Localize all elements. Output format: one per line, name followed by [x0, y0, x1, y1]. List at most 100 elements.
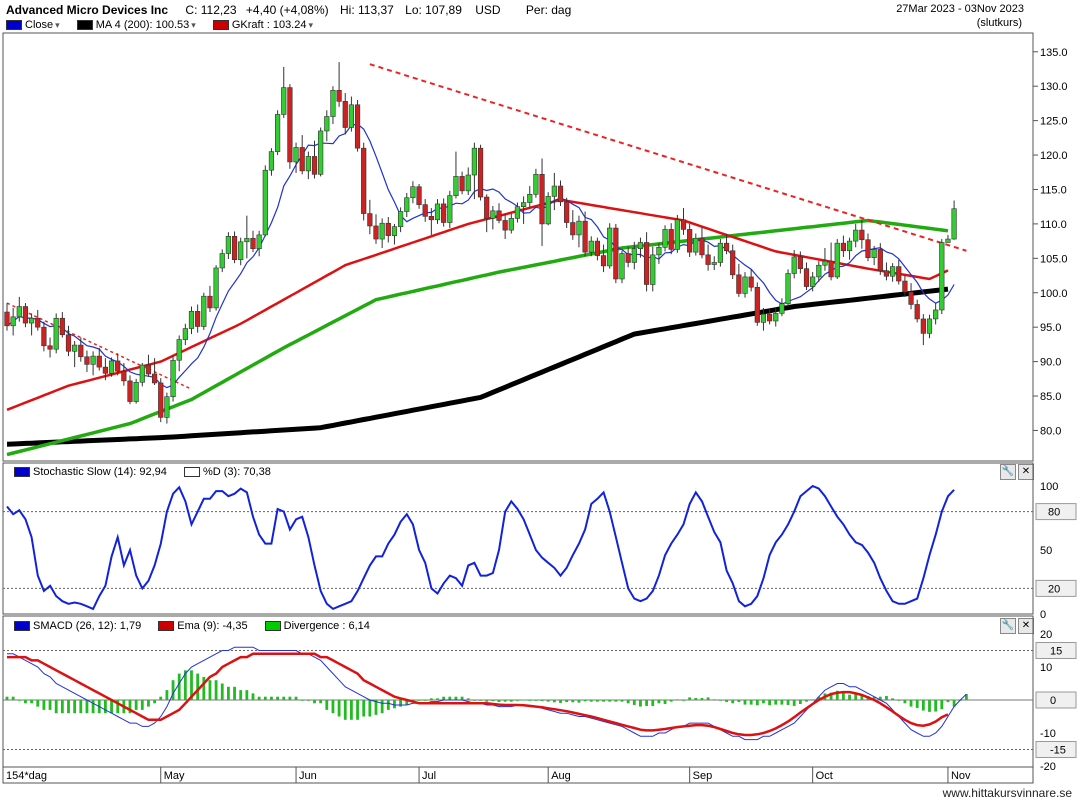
divergence-bar: [854, 693, 858, 700]
divergence-bar: [343, 700, 347, 720]
candle-body: [133, 381, 139, 402]
divergence-bar: [313, 700, 316, 704]
candle-body: [705, 254, 711, 265]
chevron-down-icon[interactable]: ▾: [191, 20, 196, 30]
divergence-bar: [835, 690, 839, 700]
candle-body: [717, 242, 723, 263]
divergence-bar: [276, 696, 279, 700]
divergence-bar: [460, 696, 464, 700]
wrench-icon[interactable]: 🔧: [1000, 464, 1016, 480]
price-tick-label: 85.0: [1040, 391, 1061, 403]
candle-body: [859, 229, 865, 241]
candle-body: [680, 219, 687, 230]
candle-body: [896, 266, 902, 282]
divergence-bar: [134, 700, 138, 710]
divergence-bar: [571, 700, 575, 703]
divergence-bar: [546, 700, 550, 702]
candle-body: [803, 268, 810, 287]
divergence-bar: [159, 696, 163, 700]
candle-body: [699, 238, 705, 256]
legend-ema: Ema (9): -4,35: [158, 620, 248, 632]
candle-body: [471, 147, 478, 176]
macd-level-box: [1035, 642, 1077, 659]
price-tick-label: 95.0: [1040, 322, 1061, 334]
candle-body: [490, 210, 496, 219]
candle-body: [354, 104, 361, 149]
wrench-icon[interactable]: 🔧: [1000, 618, 1016, 634]
divergence-bar: [522, 699, 525, 701]
candle-body: [96, 355, 102, 368]
divergence-bar: [337, 700, 341, 717]
divergence-bar: [639, 700, 642, 707]
divergence-bar: [688, 697, 692, 700]
divergence-bar: [54, 700, 58, 714]
divergence-bar: [706, 697, 710, 700]
divergence-bar: [24, 700, 27, 704]
stoch-panel: [2, 462, 1034, 615]
divergence-bar: [897, 700, 901, 701]
candle-body: [361, 147, 367, 214]
candle-body: [348, 104, 355, 128]
divergence-bar: [762, 700, 765, 704]
macd-level-value: -15: [1050, 745, 1066, 757]
legend-gkraft[interactable]: GKraft : 103.24 ▾: [212, 19, 314, 31]
candle-body: [742, 276, 748, 294]
candle-body: [225, 235, 232, 254]
currency: USD: [475, 3, 501, 17]
candle-body: [600, 255, 607, 267]
candle-body: [78, 344, 84, 358]
divergence-bar: [780, 700, 784, 705]
stoch-level-value: 20: [1048, 583, 1060, 595]
company-name: Advanced Micro Devices Inc: [6, 3, 169, 17]
legend-close[interactable]: Close ▾: [6, 19, 60, 31]
candle-body: [434, 203, 441, 221]
candle-body: [557, 185, 564, 203]
trendline-early: [6, 302, 192, 390]
divergence-bar: [190, 670, 193, 700]
divergence-bar: [104, 700, 107, 714]
price-panel: [2, 32, 1034, 462]
candle-body: [108, 360, 115, 374]
candle-body: [920, 318, 926, 334]
divergence-bar: [675, 699, 679, 701]
macd-tick-label: -10: [1040, 728, 1056, 740]
price-tick-label: 135.0: [1040, 47, 1068, 59]
divergence-bar: [245, 690, 249, 700]
chevron-down-icon[interactable]: ▾: [308, 20, 314, 30]
divergence-bar: [589, 700, 593, 702]
candle-body: [59, 317, 65, 336]
divergence-bar: [872, 696, 876, 700]
candle-body: [28, 317, 35, 324]
divergence-bar: [669, 700, 673, 702]
candle-body: [662, 229, 668, 248]
month-label: Oct: [816, 770, 833, 782]
candle-body: [115, 360, 121, 372]
candle-body: [4, 311, 10, 327]
legend-ma[interactable]: MA 4 (200): 100.53 ▾: [76, 19, 196, 31]
divergence-bar: [79, 700, 83, 714]
divergence-bar: [583, 700, 587, 702]
divergence-bar: [399, 700, 402, 707]
ma-red-line: [6, 198, 949, 411]
candle-body: [785, 273, 791, 305]
divergence-bar: [36, 700, 40, 707]
candle-body: [625, 253, 631, 263]
divergence-bar: [60, 700, 64, 714]
trendline-down: [369, 63, 967, 252]
divergence-bar: [719, 700, 722, 701]
divergence-bar: [516, 700, 519, 701]
legend-close-swatch: [6, 20, 22, 31]
divergence-bar: [565, 700, 569, 702]
divergence-bar: [503, 700, 507, 702]
divergence-bar: [208, 680, 212, 700]
candle-body: [152, 373, 158, 384]
candle-body: [871, 249, 877, 258]
divergence-bar: [663, 700, 667, 704]
candle-body: [773, 313, 779, 322]
divergence-bar: [608, 700, 612, 702]
candle-body: [244, 238, 250, 243]
footer-watermark[interactable]: www.hittakursvinnare.se: [942, 786, 1072, 800]
legend-stoch-k-swatch: [14, 467, 30, 478]
divergence-bar: [85, 700, 89, 714]
chevron-down-icon[interactable]: ▾: [55, 20, 60, 30]
